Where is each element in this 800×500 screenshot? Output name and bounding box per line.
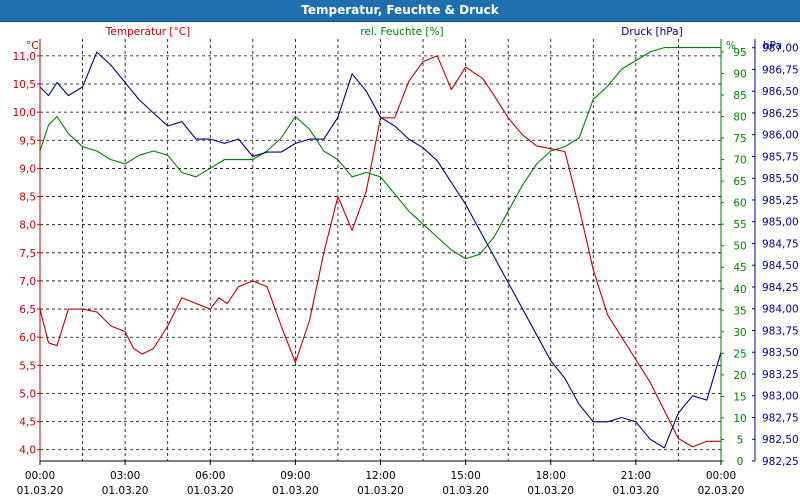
temperature-tick-label-2: 5,0	[19, 388, 36, 400]
humidity-tick-label-2: 10	[733, 413, 746, 425]
pressure-tick-label-7: 984,00	[762, 304, 799, 316]
pressure-unit: hPa	[763, 40, 782, 52]
pressure-tick-label-18: 986,75	[762, 64, 799, 76]
humidity-tick-label-15: 75	[733, 133, 746, 145]
x-tick-time-8: 00:00	[706, 470, 736, 482]
humidity-tick-label-9: 45	[733, 262, 746, 274]
x-tick-date-5: 01.03.20	[442, 485, 489, 497]
humidity-tick-label-3: 15	[733, 391, 746, 403]
x-tick-time-2: 06:00	[195, 470, 225, 482]
temperature-tick-label-1: 4,5	[19, 417, 36, 429]
temperature-tick-label-9: 8,5	[19, 192, 36, 204]
temperature-tick-label-7: 7,5	[19, 248, 36, 260]
axis-labels: Temperatur [°C] rel. Feuchte [%] Druck […	[26, 26, 782, 52]
temperature-tick-label-13: 10,5	[13, 79, 36, 91]
temperature-tick-label-4: 6,0	[19, 332, 36, 344]
humidity-axis-label: rel. Feuchte [%]	[360, 26, 443, 38]
pressure-tick-label-8: 984,25	[762, 282, 799, 294]
series-lines	[39, 47, 722, 449]
x-tick-time-1: 03:00	[110, 470, 140, 482]
temperature-tick-label-10: 9,0	[19, 163, 36, 175]
humidity-tick-label-6: 30	[733, 327, 746, 339]
pressure-tick-label-6: 983,75	[762, 325, 799, 337]
pressure-axis-label: Druck [hPa]	[621, 26, 682, 38]
pressure-tick-label-13: 985,50	[762, 173, 799, 185]
pressure-tick-label-5: 983,50	[762, 347, 799, 359]
temperature-unit: °C	[26, 40, 39, 52]
humidity-tick-label-10: 50	[733, 241, 746, 253]
temperature-tick-label-6: 7,0	[19, 276, 36, 288]
humidity-unit: %	[726, 40, 736, 52]
x-tick-time-7: 21:00	[621, 470, 651, 482]
pressure-tick-label-15: 986,00	[762, 130, 799, 142]
x-tick-date-7: 01.03.20	[612, 485, 659, 497]
pressure-tick-label-9: 984,50	[762, 260, 799, 272]
pressure-tick-label-4: 983,25	[762, 369, 799, 381]
pressure-tick-label-16: 986,25	[762, 108, 799, 120]
humidity-tick-label-17: 85	[733, 90, 746, 102]
temperature-tick-label-0: 4,0	[19, 445, 36, 457]
humidity-tick-label-0: 0	[737, 456, 744, 468]
x-tick-date-8: 02.03.20	[698, 485, 745, 497]
x-tick-date-0: 01.03.20	[17, 485, 64, 497]
pressure-tick-label-11: 985,00	[762, 217, 799, 229]
pressure-tick-label-14: 985,75	[762, 151, 799, 163]
x-tick-date-6: 01.03.20	[527, 485, 574, 497]
humidity-tick-label-5: 25	[733, 348, 746, 360]
x-tick-date-1: 01.03.20	[102, 485, 149, 497]
x-tick-time-5: 15:00	[450, 470, 480, 482]
pressure-tick-label-2: 982,75	[762, 412, 799, 424]
humidity-tick-label-7: 35	[733, 305, 746, 317]
humidity-tick-label-1: 5	[737, 434, 744, 446]
humidity-tick-label-19: 95	[733, 47, 746, 59]
humidity-tick-label-14: 70	[733, 155, 746, 167]
x-tick-time-6: 18:00	[536, 470, 566, 482]
x-tick-time-0: 00:00	[25, 470, 55, 482]
pressure-tick-label-3: 983,00	[762, 391, 799, 403]
x-tick-time-3: 09:00	[280, 470, 310, 482]
temperature-tick-label-14: 11,0	[13, 51, 36, 63]
temperature-tick-label-12: 10,0	[13, 107, 36, 119]
humidity-tick-label-13: 65	[733, 176, 746, 188]
pressure-series-line	[39, 51, 722, 449]
humidity-tick-label-4: 20	[733, 370, 746, 382]
temperature-tick-label-11: 9,5	[19, 135, 36, 147]
temperature-tick-label-3: 5,5	[19, 360, 36, 372]
grid-lines	[40, 39, 721, 461]
x-tick-date-3: 01.03.20	[272, 485, 319, 497]
humidity-series-line	[39, 47, 721, 260]
x-tick-date-2: 01.03.20	[187, 485, 234, 497]
axes: 4,0 4,5 5,0 5,5 6,0 6,5 7,0 7,5 8,0 8,5 9,0 9,5 10,0…	[13, 39, 799, 497]
x-tick-time-4: 12:00	[365, 470, 395, 482]
x-tick-date-4: 01.03.20	[357, 485, 404, 497]
humidity-tick-label-12: 60	[733, 198, 746, 210]
temperature-series-line	[39, 55, 721, 448]
pressure-tick-label-1: 982,50	[762, 434, 799, 446]
pressure-tick-label-10: 984,75	[762, 238, 799, 250]
temperature-tick-label-5: 6,5	[19, 304, 36, 316]
chart-title-bar: Temperatur, Feuchte & Druck	[0, 0, 800, 22]
humidity-tick-label-8: 40	[733, 284, 746, 296]
humidity-tick-label-11: 55	[733, 219, 746, 231]
pressure-tick-label-0: 982,25	[762, 456, 799, 468]
pressure-tick-label-19: 987,00	[762, 43, 799, 55]
temperature-tick-label-8: 8,0	[19, 220, 36, 232]
temperature-axis-label: Temperatur [°C]	[105, 26, 190, 38]
humidity-tick-label-16: 80	[733, 112, 746, 124]
humidity-tick-label-18: 90	[733, 68, 746, 80]
pressure-tick-label-12: 985,25	[762, 195, 799, 207]
chart-title: Temperatur, Feuchte & Druck	[301, 3, 499, 17]
pressure-tick-label-17: 986,50	[762, 86, 799, 98]
